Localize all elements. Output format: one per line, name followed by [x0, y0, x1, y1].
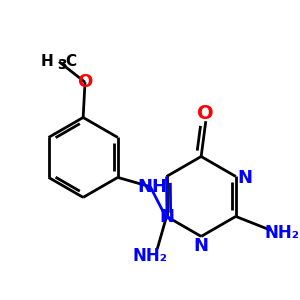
Text: N: N	[160, 208, 175, 226]
Text: O: O	[77, 73, 93, 91]
Text: NH: NH	[137, 178, 167, 196]
Text: NH₂: NH₂	[265, 224, 300, 242]
Text: H: H	[41, 54, 53, 69]
Text: NH₂: NH₂	[132, 248, 167, 266]
Text: 3: 3	[57, 58, 67, 71]
Text: N: N	[238, 169, 253, 187]
Text: N: N	[194, 237, 209, 255]
Text: O: O	[197, 104, 214, 123]
Text: C: C	[65, 54, 76, 69]
